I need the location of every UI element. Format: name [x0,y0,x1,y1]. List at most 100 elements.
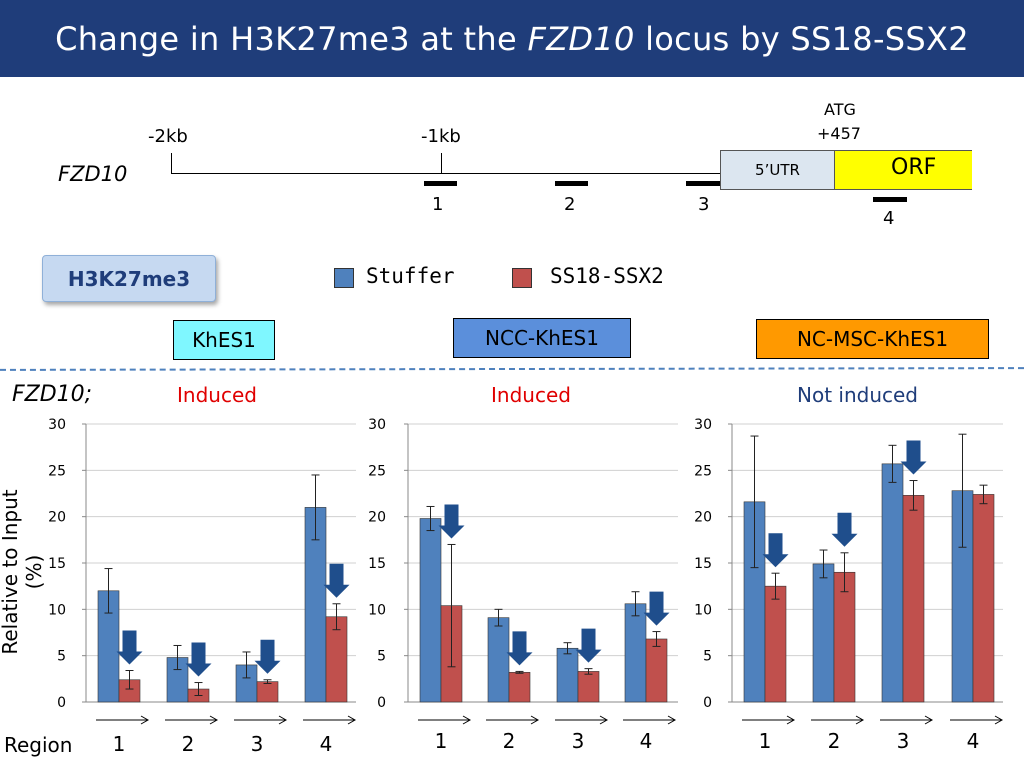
y-tick-label-1-6: 30 [368,417,386,433]
y-tick-label-0-1: 5 [57,649,66,665]
tick-1kb [441,153,442,173]
row-label: FZD10; [12,382,93,407]
x-category-label-2-3: 4 [967,729,980,753]
direction-arrowhead-0-1 [209,715,219,725]
promoter-line [171,173,721,174]
down-arrow-1-2 [575,628,602,663]
direction-arrowhead-1-1 [530,715,540,725]
cell-khes1: KhES1 [173,320,275,360]
region-4-segment [873,197,907,202]
y-tick-label-2-6: 30 [694,417,712,433]
down-arrow-1-1 [506,631,533,666]
direction-arrowhead-0-0 [140,715,150,725]
direction-arrowhead-1-3 [667,715,677,725]
region-1-label: 1 [432,194,444,215]
status-ncmsc: Not induced [797,383,918,407]
x-category-label-0-1: 2 [182,732,195,756]
title-bar: Change in H3K27me3 at the FZD10 locus by… [0,0,1024,77]
legend-ss18-swatch [512,268,532,288]
utr-box: 5’UTR [720,150,835,190]
down-arrow-0-2 [254,639,281,674]
h3k27me3-label: H3K27me3 [42,255,216,302]
y-tick-label-1-4: 20 [368,510,386,526]
x-category-label-0-3: 4 [320,732,333,756]
slide-title: Change in H3K27me3 at the FZD10 locus by… [55,19,969,58]
x-category-label-1-0: 1 [435,729,448,753]
y-tick-label-2-5: 25 [694,463,712,479]
y-tick-label-2-1: 5 [703,649,712,665]
atg-label: ATG [824,100,856,119]
bar-2-1-3 [972,494,995,703]
region-2-label: 2 [564,194,576,215]
status-ncc: Induced [491,383,571,407]
y-tick-label-1-3: 15 [368,556,386,572]
orf-label: ORF [891,155,937,180]
orf-box: ORF [835,150,972,190]
direction-arrowhead-1-0 [462,715,472,725]
down-arrow-2-0 [762,533,789,568]
region-4-label: 4 [883,208,895,229]
bar-1-0-3 [624,603,647,703]
down-arrow-0-0 [116,630,143,665]
legend-ss18-label: SS18-SSX2 [550,264,664,288]
region-1-segment [424,181,457,186]
x-category-label-1-2: 3 [572,729,585,753]
cell-nc-msc-khes1: NC-MSC-KhES1 [756,319,989,359]
y-tick-label-2-4: 20 [694,510,712,526]
bar-1-0-1 [487,617,510,703]
bar-0-1-2 [256,681,279,703]
direction-arrowhead-2-3 [994,715,1004,725]
bar-1-1-3 [645,638,668,703]
minus-2kb-label: -2kb [148,126,188,147]
direction-arrowhead-2-0 [786,715,796,725]
region-3-segment [686,181,720,186]
y-tick-label-2-3: 15 [694,556,712,572]
region-3-label: 3 [698,194,710,215]
minus-1kb-label: -1kb [421,126,461,147]
y-tick-label-1-2: 10 [368,602,386,618]
cell-ncc-khes1: NCC-KhES1 [453,318,631,358]
status-khes1: Induced [177,383,257,407]
y-tick-label-0-2: 10 [48,602,66,618]
atg-position: +457 [817,124,861,143]
down-arrow-1-3 [643,591,670,626]
bar-2-0-1 [812,563,835,703]
tick-2kb [171,153,172,173]
region-2-segment [555,181,588,186]
y-tick-label-0-0: 0 [57,695,66,711]
bar-1-1-2 [577,671,600,703]
region-axis-label: Region [4,733,73,757]
down-arrow-1-0 [438,504,465,539]
x-category-label-0-2: 3 [251,732,264,756]
down-arrow-2-2 [900,440,927,475]
down-arrow-2-1 [831,512,858,547]
bar-2-0-2 [881,463,904,703]
y-tick-label-0-5: 25 [48,463,66,479]
direction-arrowhead-2-2 [924,715,934,725]
y-tick-label-2-2: 10 [694,602,712,618]
y-tick-label-0-6: 30 [48,417,66,433]
y-tick-label-1-0: 0 [377,695,386,711]
down-arrow-0-1 [185,642,212,677]
direction-arrowhead-0-2 [278,715,288,725]
legend-stuffer-swatch [334,268,354,288]
y-tick-label-1-5: 25 [368,463,386,479]
direction-arrowhead-2-1 [855,715,865,725]
legend-stuffer-label: Stuffer [366,264,455,288]
direction-arrowhead-1-2 [599,715,609,725]
bar-1-0-0 [419,518,442,703]
x-category-label-1-3: 4 [640,729,653,753]
bar-1-1-1 [508,672,531,703]
y-tick-label-2-0: 0 [703,695,712,711]
x-category-label-2-2: 3 [897,729,910,753]
x-category-label-2-0: 1 [759,729,772,753]
bar-2-1-0 [764,585,787,703]
direction-arrowhead-0-3 [347,715,357,725]
y-tick-label-1-1: 5 [377,649,386,665]
y-tick-label-0-4: 20 [48,510,66,526]
x-category-label-1-1: 2 [503,729,516,753]
gene-name: FZD10 [58,162,128,186]
x-category-label-2-1: 2 [828,729,841,753]
x-category-label-0-0: 1 [113,732,126,756]
